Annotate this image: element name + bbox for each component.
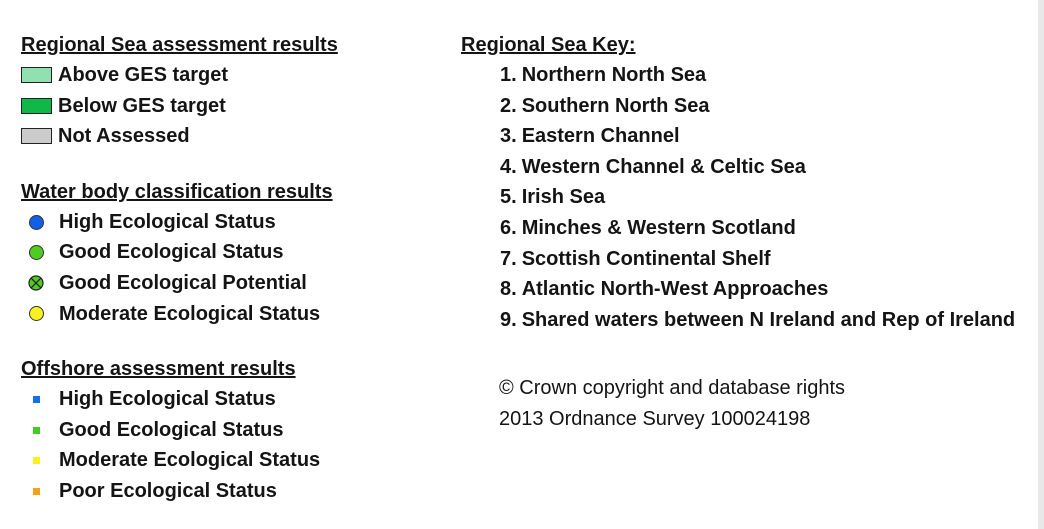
green-crossed-circle-icon <box>28 275 44 291</box>
green-square-icon <box>32 426 40 434</box>
region-name: Eastern Channel <box>521 125 680 148</box>
legend-item-label: Moderate Ecological Status <box>59 302 321 325</box>
legend-item-label: Poor Ecological Status <box>59 479 277 502</box>
blue-square-icon <box>32 395 40 403</box>
regional-results-section: Regional Sea assessment results Above GE… <box>21 30 441 152</box>
legend-item-moderate-status: Moderate Ecological Status <box>21 299 441 330</box>
region-number: 1. <box>500 64 517 86</box>
region-number: 4. <box>500 155 517 178</box>
copyright-line-1: © Crown copyright and database rights <box>499 377 846 400</box>
regional-results-heading: Regional Sea assessment results <box>21 34 338 56</box>
water-body-heading: Water body classification results <box>21 180 333 203</box>
legend-item-high-status: High Ecological Status <box>21 207 441 238</box>
legend-item-below-ges: Below GES target <box>21 91 441 122</box>
legend-right-column: Regional Sea Key: 1. Northern North Sea 2… <box>461 30 1041 435</box>
green-circle-icon <box>28 245 44 261</box>
legend-item-not-assessed: Not Assessed <box>21 121 441 152</box>
right-edge-divider <box>1038 0 1044 529</box>
yellow-square-icon <box>32 457 40 465</box>
region-name: Shared waters between N Ireland and Rep … <box>521 308 1016 331</box>
yellow-circle-icon <box>28 306 44 322</box>
legend-item-good-status: Good Ecological Status <box>21 237 441 268</box>
region-key-item: 9. Shared waters between N Ireland and Re… <box>461 305 1041 336</box>
blue-circle-icon <box>28 214 44 230</box>
legend-item-label: Good Ecological Potential <box>59 271 307 294</box>
legend-item-label: Below GES target <box>58 94 226 117</box>
legend-item-offshore-moderate: Moderate Ecological Status <box>21 445 441 476</box>
region-name: Irish Sea <box>521 186 606 209</box>
legend-item-label: High Ecological Status <box>59 388 276 411</box>
orange-square-icon <box>32 487 40 495</box>
grey-swatch-icon <box>21 128 52 145</box>
region-name: Western Channel & Celtic Sea <box>521 155 806 178</box>
legend-item-label: Good Ecological Status <box>59 241 284 264</box>
legend-item-offshore-good: Good Ecological Status <box>21 415 441 446</box>
region-name: Northern North Sea <box>521 64 707 86</box>
region-key-item: 6. Minches & Western Scotland <box>461 213 1041 244</box>
copyright-line-2: 2013 Ordnance Survey 100024198 <box>499 408 811 431</box>
offshore-section: Offshore assessment results High Ecologi… <box>21 354 441 506</box>
region-name: Minches & Western Scotland <box>521 216 796 239</box>
region-number: 3. <box>500 125 517 148</box>
legend-item-offshore-high: High Ecological Status <box>21 384 441 415</box>
region-key-item: 4. Western Channel & Celtic Sea <box>461 152 1041 183</box>
region-number: 5. <box>500 186 517 209</box>
copyright-notice: © Crown copyright and database rights 20… <box>461 373 1041 435</box>
region-key-item: 8. Atlantic North-West Approaches <box>461 274 1041 305</box>
region-key-item: 5. Irish Sea <box>461 182 1041 213</box>
legend-item-label: Not Assessed <box>58 125 190 148</box>
regional-key-heading: Regional Sea Key: <box>461 34 636 56</box>
legend-item-above-ges: Above GES target <box>21 60 441 91</box>
legend-left-column: Regional Sea assessment results Above GE… <box>21 30 441 507</box>
legend-item-label: Moderate Ecological Status <box>59 449 321 472</box>
region-key-item: 1. Northern North Sea <box>461 60 1041 91</box>
region-name: Southern North Sea <box>521 94 710 117</box>
region-number: 6. <box>500 216 517 239</box>
legend-item-good-potential: Good Ecological Potential <box>21 268 441 299</box>
region-key-item: 2. Southern North Sea <box>461 91 1041 122</box>
region-number: 7. <box>500 247 517 270</box>
water-body-section: Water body classification results High E… <box>21 177 441 329</box>
region-key-item: 3. Eastern Channel <box>461 121 1041 152</box>
legend-item-label: Good Ecological Status <box>59 418 284 441</box>
legend-item-label: Above GES target <box>58 64 229 86</box>
region-name: Atlantic North-West Approaches <box>521 278 829 301</box>
region-key-item: 7. Scottish Continental Shelf <box>461 244 1041 275</box>
offshore-heading: Offshore assessment results <box>21 358 296 381</box>
light-green-swatch-icon <box>21 67 52 84</box>
region-number: 9. <box>500 308 517 331</box>
legend-item-offshore-poor: Poor Ecological Status <box>21 476 441 507</box>
region-number: 8. <box>500 278 517 301</box>
region-number: 2. <box>500 94 517 117</box>
dark-green-swatch-icon <box>21 97 52 114</box>
legend-item-label: High Ecological Status <box>59 210 276 233</box>
region-name: Scottish Continental Shelf <box>521 247 771 270</box>
